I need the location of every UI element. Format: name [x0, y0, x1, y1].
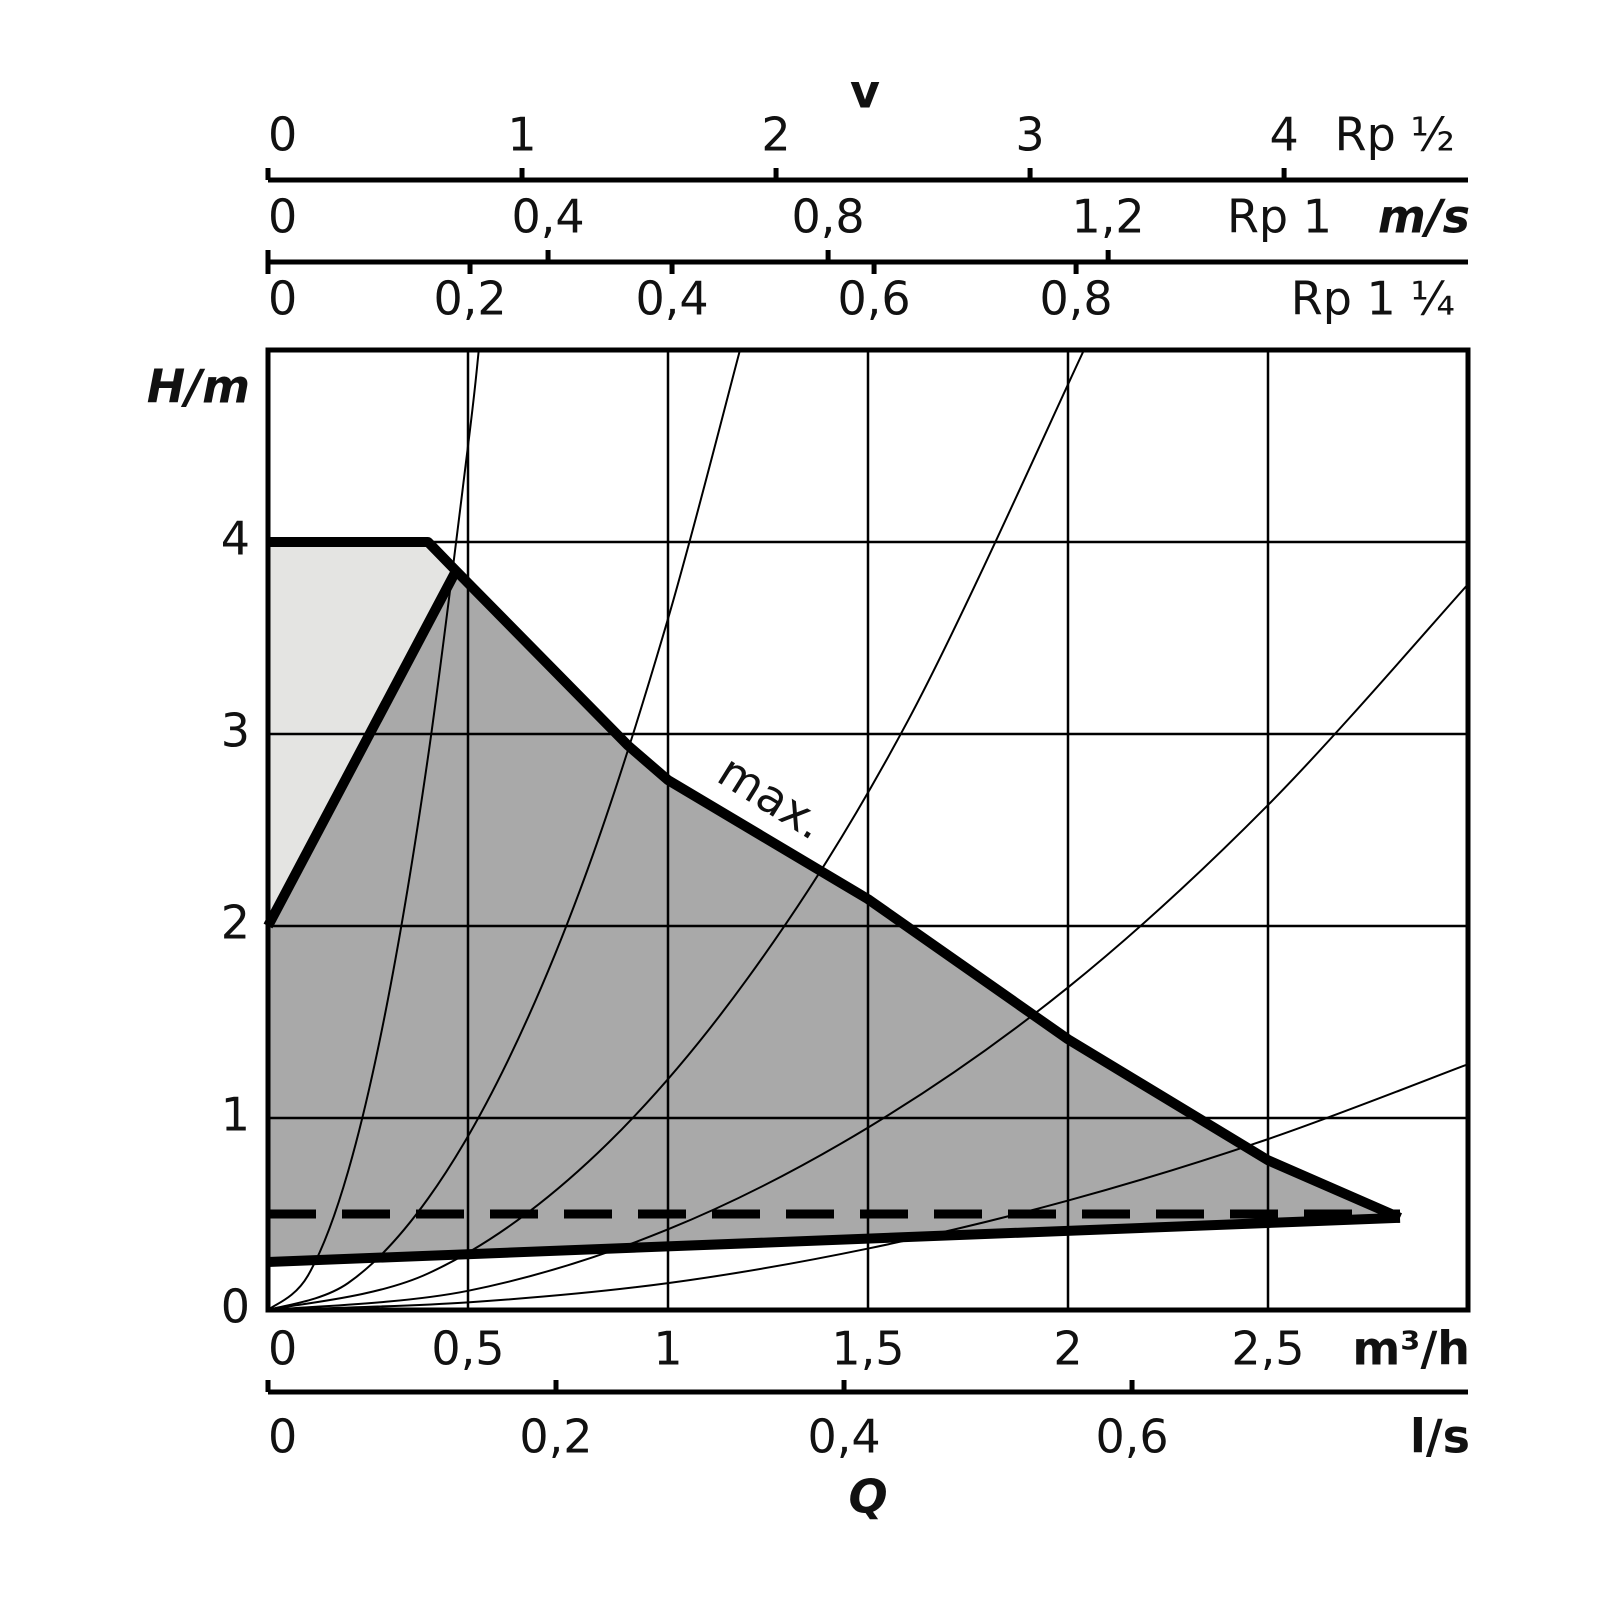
plot-frame [265, 347, 1471, 1313]
top-tick-label: 0,8 [792, 190, 865, 244]
top-tick-label: 0,6 [837, 272, 910, 326]
top-axis-name: Rp ½ [1335, 108, 1455, 162]
top-tick-label: 0 [268, 108, 297, 162]
q-label: Q [848, 1470, 887, 1524]
y-axis-label: H/m [147, 360, 250, 414]
pump-curves [263, 537, 1402, 1267]
system-curve [268, 350, 1085, 1310]
top-tick-label: 4 [1269, 108, 1298, 162]
system-curve [268, 350, 741, 1310]
x-tick-label: 2 [1053, 1322, 1082, 1376]
top-tick-label: 0,4 [511, 190, 584, 244]
top-tick-label: 0 [268, 272, 297, 326]
y-tick-label: 3 [221, 704, 250, 758]
pump-curve [263, 568, 461, 929]
top-tick-label: 0 [268, 190, 297, 244]
x-axis-label: m³/h [1352, 1322, 1470, 1376]
x2-tick-label: 0,2 [519, 1410, 592, 1464]
top-unit: m/s [1378, 190, 1470, 244]
x2-tick-label: 0,6 [1095, 1410, 1168, 1464]
top-tick-label: 0,2 [433, 272, 506, 326]
system-curve [268, 1063, 1468, 1310]
system-curves [268, 350, 1468, 1310]
operating-region [268, 570, 1400, 1262]
top-tick-label: 2 [761, 108, 790, 162]
top-tick-label: 1,2 [1072, 190, 1145, 244]
system-curve [268, 350, 480, 1310]
x2-axis-label: l/s [1410, 1410, 1470, 1464]
y-tick-label: 4 [221, 512, 250, 566]
x2-tick-label: 0 [268, 1410, 297, 1464]
y-tick-label: 1 [221, 1088, 250, 1142]
top-tick-label: 3 [1015, 108, 1044, 162]
x-tick-label: 2,5 [1231, 1322, 1304, 1376]
system-curve [268, 583, 1468, 1310]
top-tick-label: 1 [507, 108, 536, 162]
top-tick-label: 0,4 [635, 272, 708, 326]
top-title: v [850, 65, 880, 119]
y-tick-label: 2 [221, 896, 250, 950]
x-tick-label: 0 [268, 1322, 297, 1376]
x-tick-label: 0,5 [431, 1322, 504, 1376]
top-axis-name: Rp 1 ¼ [1291, 272, 1455, 326]
pump-curve [267, 1212, 1401, 1267]
regions [268, 542, 1400, 1262]
x2-tick-label: 0,4 [807, 1410, 880, 1464]
y-tick-label: 0 [221, 1280, 250, 1334]
top-axis-name: Rp 1 [1227, 190, 1332, 244]
x-tick-label: 1,5 [831, 1322, 904, 1376]
top-tick-label: 0,8 [1040, 272, 1113, 326]
x-tick-label: 1 [653, 1322, 682, 1376]
pump-curve [268, 537, 1402, 1223]
